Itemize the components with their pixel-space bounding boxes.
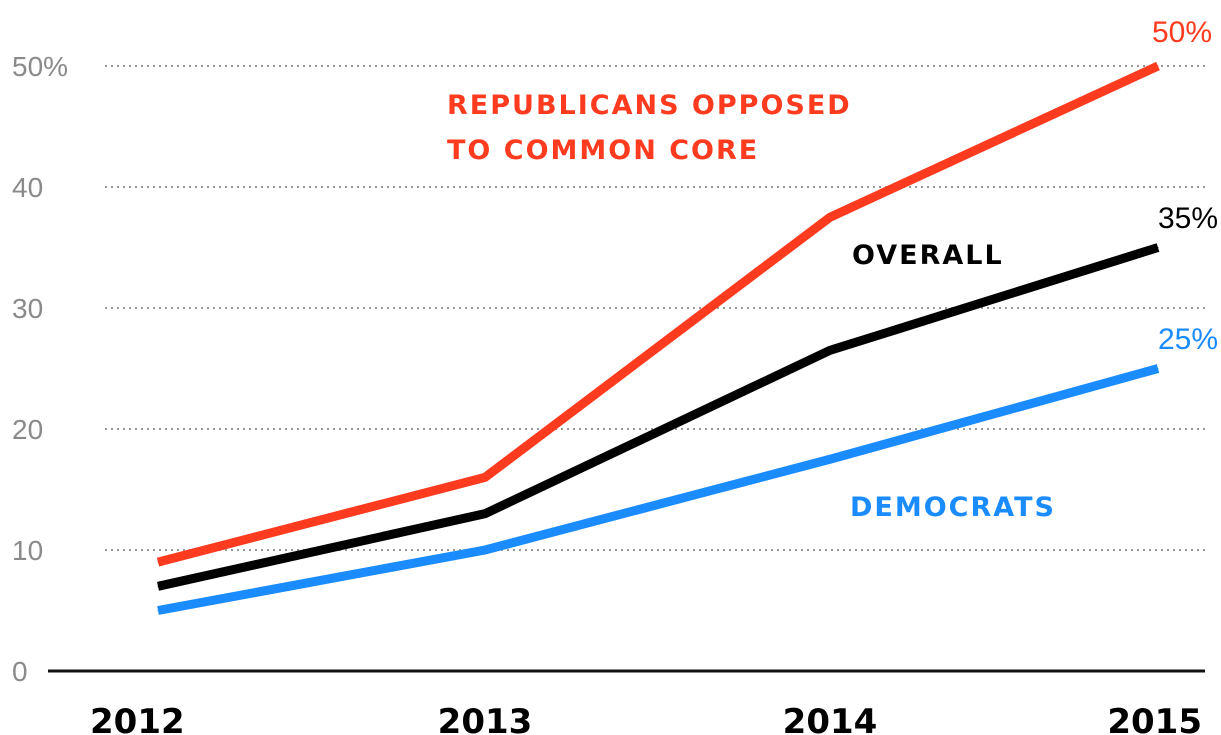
series-line-overall — [157, 243, 1160, 591]
series-line-republicans — [156, 61, 1160, 567]
data-point-democrats-2013 — [484, 549, 486, 551]
data-point-republicans-2014 — [829, 216, 831, 218]
data-point-overall-2015 — [1157, 247, 1159, 248]
series-layer — [156, 61, 1160, 615]
end-value-label-democrats: 25% — [1158, 323, 1218, 356]
x-tick-label-2012: 2012 — [90, 702, 185, 735]
x-tick-label-2013: 2013 — [438, 702, 533, 735]
data-point-democrats-2012 — [157, 610, 159, 611]
data-point-republicans-2013 — [484, 476, 486, 478]
data-point-overall-2014 — [829, 349, 831, 351]
data-point-democrats-2015 — [1157, 368, 1159, 369]
data-point-democrats-2014 — [829, 458, 831, 460]
data-point-overall-2012 — [157, 585, 159, 587]
series-label-republicans-line-2: TO COMMON CORE — [447, 135, 759, 166]
data-point-republicans-2012 — [157, 561, 159, 563]
y-tick-label-10: 10 — [12, 535, 43, 566]
y-tick-label-50: 50% — [12, 51, 68, 82]
end-value-label-overall: 35% — [1158, 202, 1218, 235]
series-label-democrats: DEMOCRATS — [850, 492, 1056, 523]
end-value-label-republicans: 50% — [1152, 16, 1212, 49]
y-tick-label-40: 40 — [12, 172, 43, 203]
series-label-republicans-line-1: REPUBLICANS OPPOSED — [447, 90, 852, 121]
x-tick-label-2015: 2015 — [1107, 702, 1202, 735]
y-tick-label-20: 20 — [12, 414, 43, 445]
data-point-overall-2013 — [484, 513, 486, 515]
label-layer: 0 10 20 30 40 50% 2012 2013 2014 2015 REPUBLICANS … — [12, 16, 1218, 735]
series-label-overall: OVERALL — [852, 240, 1004, 271]
y-tick-label-30: 30 — [12, 293, 43, 324]
x-tick-label-2014: 2014 — [783, 702, 878, 735]
y-tick-label-0: 0 — [12, 656, 28, 687]
series-line-democrats — [157, 364, 1160, 615]
data-point-republicans-2015 — [1157, 65, 1159, 67]
